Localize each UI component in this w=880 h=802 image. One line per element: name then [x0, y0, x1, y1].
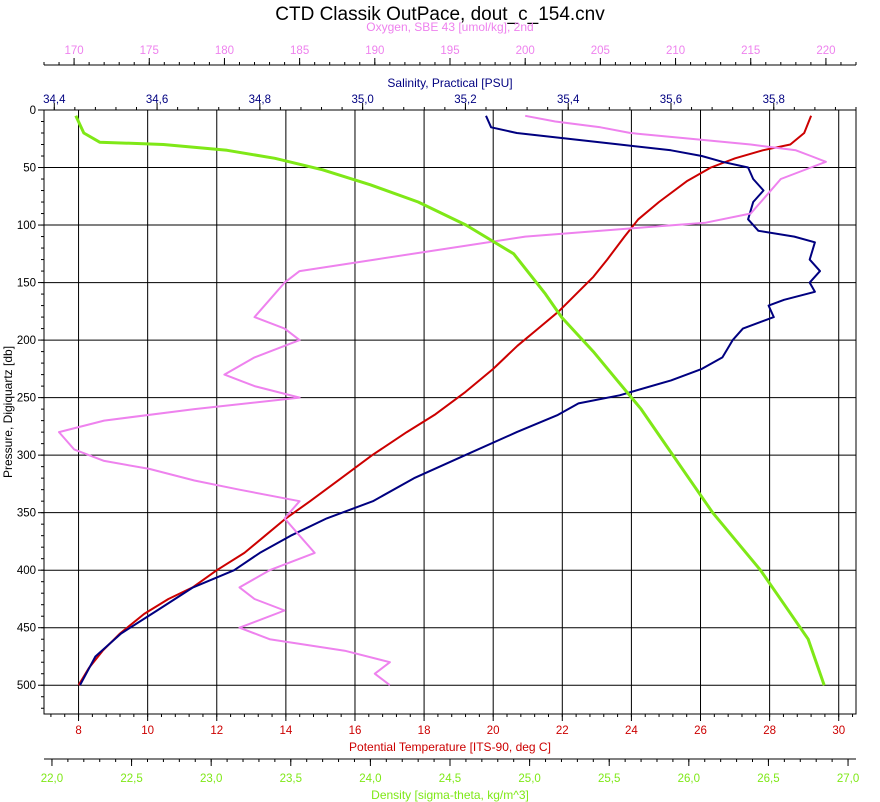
temperature-tick-label: 18 — [418, 725, 431, 737]
density-tick-label: 23,0 — [200, 773, 222, 785]
temperature-tick-label: 12 — [210, 725, 223, 737]
temperature-tick-label: 26 — [694, 725, 707, 737]
salinity-tick-label: 34,6 — [146, 94, 168, 106]
temperature-tick-label: 24 — [625, 725, 638, 737]
oxygen-axis-label: Oxygen, SBE 43 [umol/kg], 2nd — [366, 20, 533, 34]
y-tick-label: 200 — [17, 335, 36, 347]
oxygen-tick-label: 190 — [365, 45, 384, 57]
density-tick-label: 22,5 — [120, 773, 142, 785]
oxygen-tick-label: 210 — [666, 45, 685, 57]
salinity-series-line — [79, 115, 821, 686]
salinity-tick-label: 35,2 — [454, 94, 476, 106]
density-tick-label: 24,0 — [359, 773, 381, 785]
y-tick-label: 50 — [23, 163, 36, 175]
density-axis-label: Density [sigma-theta, kg/m^3] — [371, 788, 529, 802]
oxygen-tick-label: 170 — [64, 45, 83, 57]
salinity-tick-label: 35,6 — [660, 94, 682, 106]
temperature-axis-label: Potential Temperature [ITS-90, deg C] — [349, 740, 551, 754]
salinity-tick-label: 35,8 — [763, 94, 785, 106]
temperature-tick-label: 30 — [832, 725, 845, 737]
oxygen-tick-label: 195 — [440, 45, 459, 57]
density-tick-label: 22,0 — [41, 773, 63, 785]
y-tick-label: 300 — [17, 450, 36, 462]
y-axis-label: Pressure, Digiquartz [db] — [1, 346, 15, 478]
oxygen-tick-label: 185 — [290, 45, 309, 57]
temperature-tick-label: 8 — [75, 725, 81, 737]
y-tick-label: 250 — [17, 393, 36, 405]
salinity-tick-label: 34,4 — [43, 94, 66, 106]
temperature-tick-label: 22 — [556, 725, 569, 737]
oxygen-series-line — [58, 114, 827, 686]
oxygen-tick-label: 175 — [140, 45, 159, 57]
temperature-tick-label: 16 — [349, 725, 362, 737]
temperature-tick-label: 10 — [141, 725, 154, 737]
y-tick-label: 400 — [17, 565, 36, 577]
density-series-line — [74, 115, 826, 686]
temperature-series-line — [77, 115, 813, 686]
density-tick-label: 26,0 — [678, 773, 700, 785]
density-tick-label: 25,0 — [518, 773, 540, 785]
y-tick-label: 500 — [17, 680, 36, 692]
salinity-tick-label: 35,4 — [557, 94, 580, 106]
grid — [44, 109, 856, 714]
plot-frame — [43, 109, 857, 715]
salinity-tick-label: 34,8 — [249, 94, 271, 106]
oxygen-tick-label: 200 — [516, 45, 535, 57]
temperature-tick-label: 28 — [763, 725, 776, 737]
y-tick-label: 100 — [17, 220, 36, 232]
y-tick-label: 450 — [17, 623, 36, 635]
oxygen-tick-label: 205 — [591, 45, 610, 57]
salinity-axis-label: Salinity, Practical [PSU] — [387, 76, 512, 90]
axes-layer: 0 50 100 150 200 250 300 350 400 450 500 170 175 180 1… — [17, 20, 859, 802]
series-layer — [58, 114, 827, 686]
oxygen-tick-label: 220 — [816, 45, 835, 57]
y-tick-label: 0 — [30, 105, 36, 117]
y-tick-label: 350 — [17, 508, 36, 520]
temperature-tick-label: 14 — [279, 725, 292, 737]
density-tick-label: 26,5 — [757, 773, 779, 785]
density-tick-label: 23,5 — [280, 773, 302, 785]
oxygen-tick-label: 180 — [215, 45, 234, 57]
chart-title: CTD Classik OutPace, dout_c_154.cnv — [275, 4, 605, 25]
density-tick-label: 25,5 — [598, 773, 620, 785]
density-tick-label: 24,5 — [439, 773, 461, 785]
oxygen-tick-label: 215 — [741, 45, 760, 57]
y-tick-label: 150 — [17, 278, 36, 290]
density-tick-label: 27,0 — [837, 773, 859, 785]
temperature-tick-label: 20 — [487, 725, 500, 737]
salinity-tick-label: 35,0 — [351, 94, 373, 106]
